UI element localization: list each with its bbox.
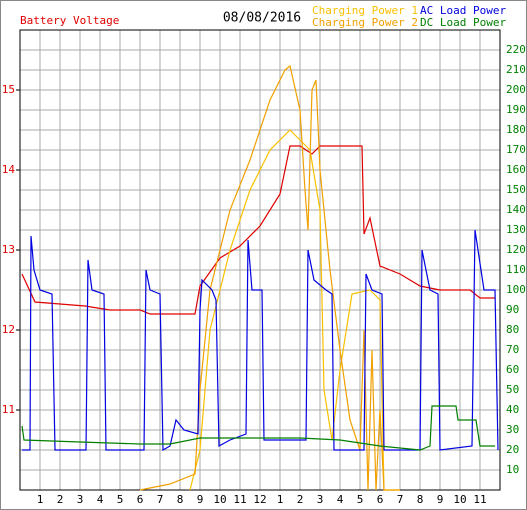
x-tick-label: 10 bbox=[453, 493, 466, 506]
y-tick-label: 11 bbox=[2, 403, 15, 416]
series-line bbox=[189, 129, 400, 491]
series-line bbox=[21, 405, 495, 451]
x-tick-label: 3 bbox=[77, 493, 84, 506]
y2-tick-label: 20 bbox=[506, 443, 519, 456]
x-tick-label: 5 bbox=[357, 493, 364, 506]
y-tick-label: 15 bbox=[2, 83, 15, 96]
y2-tick-label: 50 bbox=[506, 383, 519, 396]
y-tick-label: 13 bbox=[2, 243, 15, 256]
y2-tick-label: 60 bbox=[506, 363, 519, 376]
x-tick-label: 5 bbox=[117, 493, 124, 506]
x-tick-label: 1 bbox=[277, 493, 284, 506]
x-tick-label: 7 bbox=[397, 493, 404, 506]
chart-title: 08/08/2016 bbox=[223, 11, 301, 26]
y2-tick-label: 150 bbox=[506, 183, 526, 196]
x-tick-label: 8 bbox=[417, 493, 424, 506]
series-line bbox=[139, 64, 400, 491]
y2-tick-label: 10 bbox=[506, 463, 519, 476]
left-axis-legend: Battery Voltage bbox=[20, 14, 119, 27]
y-tick-label: 12 bbox=[2, 323, 15, 336]
x-tick-label: 10 bbox=[213, 493, 226, 506]
y2-tick-label: 120 bbox=[506, 243, 526, 256]
x-tick-label: 11 bbox=[473, 493, 486, 506]
y2-tick-label: 180 bbox=[506, 123, 526, 136]
x-tick-label: 6 bbox=[377, 493, 384, 506]
x-tick-label: 12 bbox=[253, 493, 266, 506]
series-line bbox=[21, 145, 495, 315]
legend-entry: Charging Power 2 bbox=[312, 16, 418, 29]
y2-tick-label: 80 bbox=[506, 323, 519, 336]
y2-tick-label: 220 bbox=[506, 43, 526, 56]
x-tick-label: 9 bbox=[437, 493, 444, 506]
x-tick-label: 8 bbox=[177, 493, 184, 506]
x-tick-label: 6 bbox=[137, 493, 144, 506]
y-tick-label: 14 bbox=[2, 163, 16, 176]
x-tick-label: 4 bbox=[97, 493, 104, 506]
series-line bbox=[22, 229, 499, 452]
y2-tick-label: 30 bbox=[506, 423, 519, 436]
x-tick-label: 1 bbox=[37, 493, 44, 506]
y2-tick-label: 160 bbox=[506, 163, 526, 176]
y2-tick-label: 90 bbox=[506, 303, 519, 316]
legend-entry: DC Load Power bbox=[420, 16, 506, 29]
y2-tick-label: 200 bbox=[506, 83, 526, 96]
x-tick-label: 9 bbox=[197, 493, 204, 506]
legend-entry: AC Load Power bbox=[420, 4, 506, 17]
x-tick-label: 2 bbox=[297, 493, 304, 506]
y2-tick-label: 210 bbox=[506, 63, 526, 76]
x-tick-label: 11 bbox=[233, 493, 246, 506]
legend-entry: Charging Power 1 bbox=[312, 4, 418, 17]
x-tick-label: 4 bbox=[337, 493, 344, 506]
y2-tick-label: 70 bbox=[506, 343, 519, 356]
y2-tick-label: 100 bbox=[506, 283, 526, 296]
y2-tick-label: 140 bbox=[506, 203, 526, 216]
y2-tick-label: 110 bbox=[506, 263, 526, 276]
y2-tick-label: 130 bbox=[506, 223, 526, 236]
x-tick-label: 3 bbox=[317, 493, 324, 506]
x-tick-label: 2 bbox=[57, 493, 64, 506]
plot-border bbox=[19, 29, 501, 491]
x-tick-label: 7 bbox=[157, 493, 164, 506]
y2-tick-label: 190 bbox=[506, 103, 526, 116]
y2-tick-label: 40 bbox=[506, 403, 519, 416]
y2-tick-label: 170 bbox=[506, 143, 526, 156]
